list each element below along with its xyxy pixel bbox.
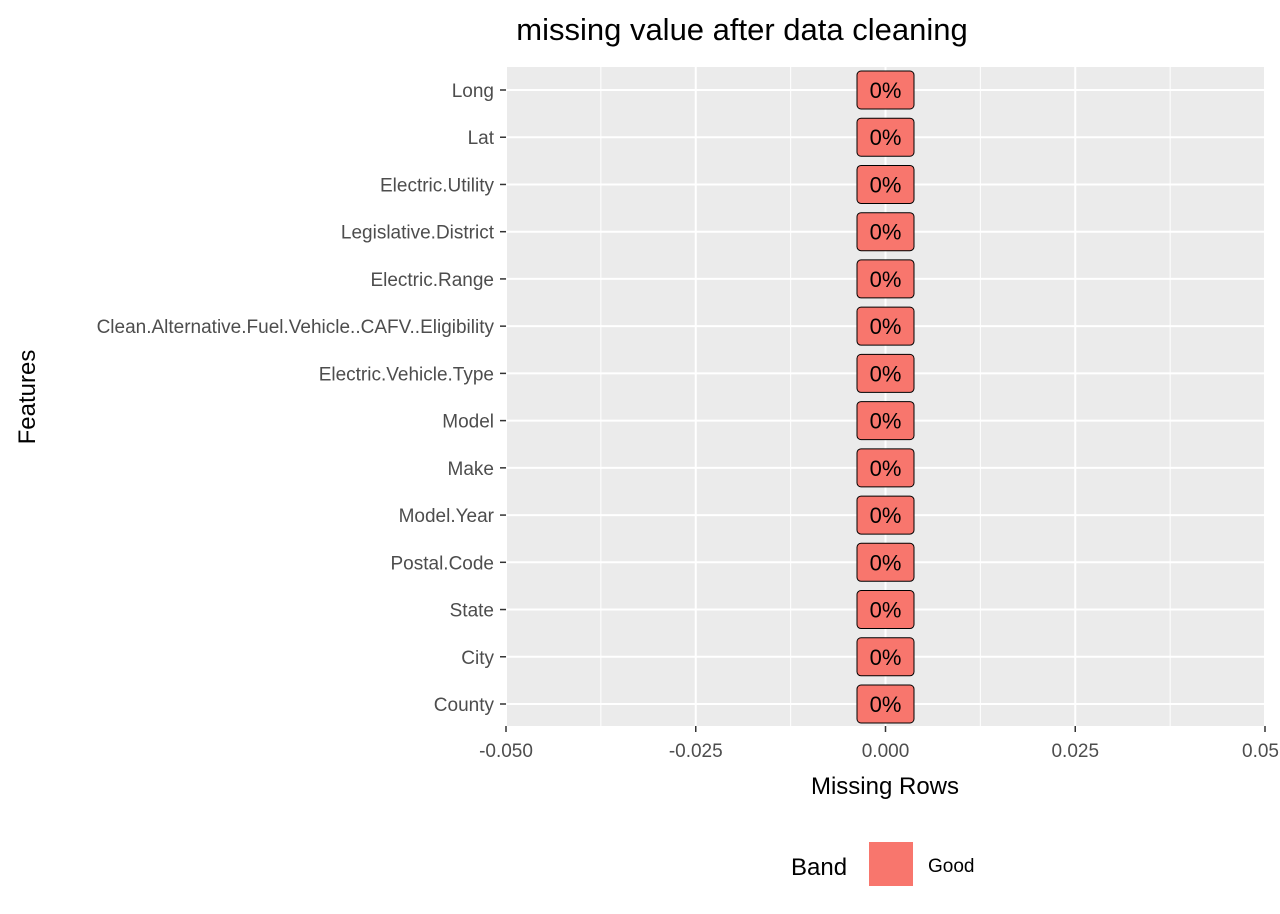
data-label: 0% [856,70,915,110]
data-label-box [856,590,915,630]
x-axis: -0.050 -0.025 0.000 0.025 0.05 [479,726,1279,762]
x-tick-label: 0.025 [1051,741,1099,762]
y-axis: Long Lat Electric.Utility Legislative.Distr… [97,81,506,716]
data-label-box [856,448,915,488]
data-label: 0% [856,353,915,393]
y-tick-label: Electric.Range [370,270,494,291]
data-labels: 0% 0% 0% 0% 0% 0% 0% 0% 0% 0% 0% 0% 0% 0% [856,70,915,724]
data-label: 0% [856,117,915,157]
data-label-text: 0% [870,220,902,245]
legend-title: Band [791,854,847,881]
y-tick-label: County [434,695,495,716]
y-axis-title: Features [14,350,41,445]
data-label-text: 0% [870,409,902,434]
data-label: 0% [856,259,915,299]
chart-title: missing value after data cleaning [516,12,967,47]
data-label: 0% [856,401,915,441]
data-label-text: 0% [870,645,902,670]
data-label-text: 0% [870,503,902,528]
data-label-box [856,401,915,441]
legend-label-good: Good [928,856,974,877]
data-label-box [856,70,915,110]
x-axis-title: Missing Rows [811,773,959,800]
data-label-text: 0% [870,361,902,386]
data-label-box [856,164,915,204]
y-tick-label: Postal.Code [390,553,494,574]
y-tick-label: Model [442,412,494,433]
data-label-text: 0% [870,125,902,150]
y-tick-label: Model.Year [399,506,495,527]
data-label: 0% [856,542,915,582]
x-tick-label: -0.025 [669,741,723,762]
data-label: 0% [856,448,915,488]
data-label-box [856,306,915,346]
data-label: 0% [856,212,915,252]
data-label-box [856,542,915,582]
y-tick-label: Electric.Utility [380,175,495,196]
data-label: 0% [856,590,915,630]
data-label-text: 0% [870,172,902,197]
data-label: 0% [856,495,915,535]
y-tick-label: State [450,601,494,622]
data-label-text: 0% [870,267,902,292]
data-label-box [856,353,915,393]
data-label-text: 0% [870,598,902,623]
data-label-text: 0% [870,692,902,717]
data-label-box [856,212,915,252]
y-tick-label: Electric.Vehicle.Type [319,364,494,385]
data-label-box [856,637,915,677]
x-tick-label: -0.050 [479,741,533,762]
legend: Band Good [791,842,974,886]
x-tick-label: 0.05 [1242,741,1279,762]
data-label: 0% [856,306,915,346]
y-tick-label: Lat [468,128,495,149]
y-tick-label: Make [448,459,494,480]
data-label-box [856,684,915,724]
data-label-text: 0% [870,78,902,103]
data-label-box [856,495,915,535]
data-label-text: 0% [870,314,902,339]
data-label-box [856,259,915,299]
legend-key-good [869,842,913,886]
y-tick-label: Clean.Alternative.Fuel.Vehicle..CAFV..El… [97,317,495,338]
data-label-box [856,117,915,157]
data-label: 0% [856,637,915,677]
data-label: 0% [856,684,915,724]
data-label-text: 0% [870,550,902,575]
x-tick-label: 0.000 [862,741,910,762]
data-label: 0% [856,164,915,204]
y-tick-label: Legislative.District [341,223,495,244]
y-tick-label: Long [452,81,494,102]
y-tick-label: City [461,648,494,669]
data-label-text: 0% [870,456,902,481]
